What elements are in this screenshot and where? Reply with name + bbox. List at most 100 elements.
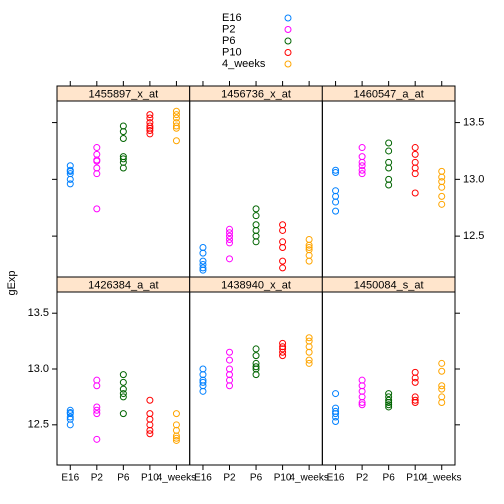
point xyxy=(119,155,127,163)
point xyxy=(385,401,393,409)
point xyxy=(93,435,101,443)
point xyxy=(305,241,313,249)
point xyxy=(119,371,127,379)
legend-symbol xyxy=(284,14,292,22)
point xyxy=(226,356,234,364)
point xyxy=(411,396,419,404)
point xyxy=(358,401,366,409)
point xyxy=(385,164,393,172)
legend-label: 4_weeks xyxy=(222,58,266,70)
point xyxy=(226,236,234,244)
x-tick-label: P2 xyxy=(223,473,236,484)
point xyxy=(279,264,287,272)
point xyxy=(438,167,446,175)
point xyxy=(358,398,366,406)
panel-title: 1460547_a_at xyxy=(353,88,423,100)
point xyxy=(93,144,101,152)
point xyxy=(252,205,260,213)
point xyxy=(226,232,234,240)
point xyxy=(146,114,154,122)
x-tick-label: P2 xyxy=(356,473,369,484)
point xyxy=(438,200,446,208)
point xyxy=(93,403,101,411)
point xyxy=(66,175,74,183)
panel xyxy=(56,100,191,278)
point xyxy=(93,170,101,178)
point xyxy=(172,107,180,115)
point xyxy=(279,243,287,251)
point xyxy=(305,348,313,356)
point xyxy=(252,221,260,229)
point xyxy=(438,385,446,393)
legend-label: P6 xyxy=(222,35,235,47)
point xyxy=(358,162,366,170)
point xyxy=(252,352,260,360)
point xyxy=(226,348,234,356)
point xyxy=(119,164,127,172)
point xyxy=(199,266,207,274)
x-tick-label: E16 xyxy=(61,473,79,484)
point xyxy=(305,334,313,342)
point xyxy=(93,157,101,165)
panel-title: 1455897_x_at xyxy=(88,88,158,100)
point xyxy=(411,158,419,166)
panel xyxy=(321,100,456,278)
point xyxy=(146,127,154,135)
y-tick-label: 12.5 xyxy=(28,419,49,431)
point xyxy=(438,178,446,186)
point xyxy=(305,359,313,367)
point xyxy=(332,410,340,418)
point xyxy=(146,130,154,138)
point xyxy=(93,164,101,172)
point xyxy=(385,147,393,155)
point xyxy=(93,382,101,390)
point xyxy=(172,111,180,119)
point xyxy=(332,413,340,421)
point xyxy=(199,243,207,251)
point xyxy=(146,396,154,404)
point xyxy=(279,221,287,229)
point xyxy=(332,192,340,200)
panel xyxy=(189,100,323,278)
point xyxy=(332,390,340,398)
point xyxy=(385,181,393,189)
point xyxy=(66,180,74,188)
point xyxy=(66,406,74,414)
point xyxy=(226,225,234,233)
point xyxy=(199,257,207,265)
point xyxy=(146,111,154,119)
point xyxy=(411,150,419,158)
point xyxy=(358,158,366,166)
point xyxy=(119,390,127,398)
point xyxy=(226,229,234,237)
panel-title: 1438940_x_at xyxy=(221,279,291,291)
point xyxy=(226,382,234,390)
point xyxy=(119,393,127,401)
legend-symbol xyxy=(284,49,292,56)
legend-label: E16 xyxy=(222,12,242,24)
point xyxy=(385,175,393,183)
point xyxy=(93,150,101,158)
legend-symbol xyxy=(284,26,292,33)
point xyxy=(172,410,180,418)
point xyxy=(358,144,366,152)
point xyxy=(438,367,446,375)
point xyxy=(438,192,446,200)
legend-symbol xyxy=(284,60,292,68)
point xyxy=(279,345,287,353)
point xyxy=(358,170,366,178)
point xyxy=(252,345,260,353)
x-tick-label: P10 xyxy=(141,473,159,484)
point xyxy=(119,385,127,393)
point xyxy=(411,144,419,152)
point xyxy=(411,170,419,178)
x-tick-label: 4_weeks xyxy=(422,473,461,484)
point xyxy=(93,410,101,418)
point xyxy=(172,434,180,442)
point xyxy=(146,122,154,130)
panel xyxy=(321,291,456,466)
point xyxy=(332,187,340,195)
x-tick-label: P6 xyxy=(117,473,130,484)
point xyxy=(411,374,419,382)
